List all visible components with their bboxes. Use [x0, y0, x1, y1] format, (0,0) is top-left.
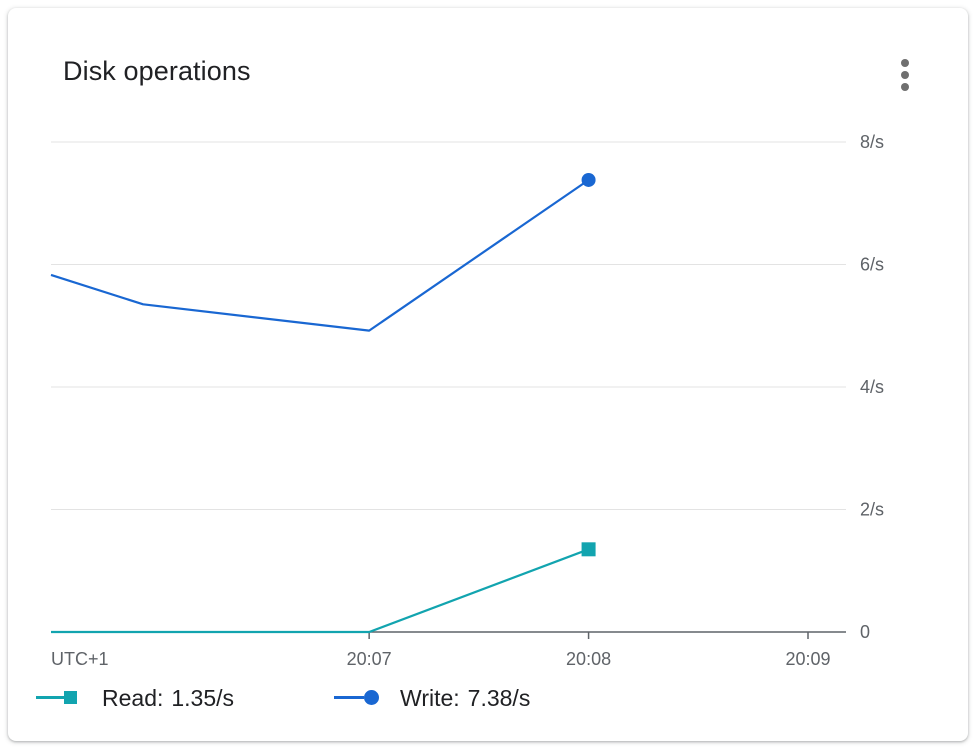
y-tick-label: 4/s: [860, 377, 884, 397]
y-tick-label: 0: [860, 622, 870, 642]
read-legend-swatch: [36, 683, 86, 713]
write-legend-swatch: [334, 683, 384, 713]
legend-value-write: 7.38/s: [467, 684, 531, 711]
x-tick-label: 20:09: [785, 649, 830, 669]
chart-legend: Read: 1.35/s Write: 7.38/s: [36, 680, 530, 716]
x-tick-label: 20:08: [566, 649, 611, 669]
write-series-line: [50, 179, 590, 332]
y-tick-label: 8/s: [860, 132, 884, 152]
legend-item-write[interactable]: Write: 7.38/s: [334, 683, 530, 713]
write-latest-point: [581, 172, 596, 187]
chart-title: Disk operations: [63, 56, 251, 86]
more-vert-icon: [901, 59, 909, 67]
chart-card: Disk operations: [8, 8, 968, 741]
read-latest-point: [581, 542, 596, 557]
y-tick-label: 6/s: [860, 255, 884, 275]
more-options-button[interactable]: [888, 54, 922, 94]
legend-value-read: 1.35/s: [171, 684, 235, 711]
y-tick-label: 2/s: [860, 500, 884, 520]
x-tick-label: 20:07: [347, 649, 392, 669]
legend-item-read[interactable]: Read: 1.35/s: [36, 683, 234, 713]
read-series-line: [51, 548, 589, 634]
timezone-label: UTC+1: [51, 649, 109, 669]
legend-label-write: Write:: [400, 684, 460, 711]
legend-label-read: Read:: [102, 684, 164, 711]
